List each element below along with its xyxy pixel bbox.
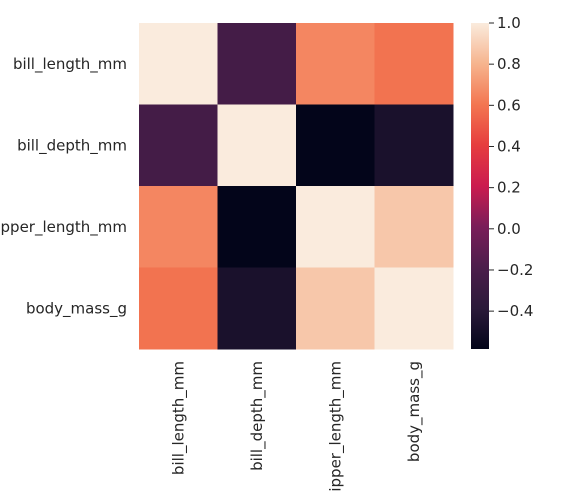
row-label: body_mass_g: [26, 299, 127, 318]
heatmap-cells: [139, 23, 454, 350]
colorbar-tick-label: 0.4: [497, 137, 521, 155]
colorbar-tick-label: −0.2: [497, 261, 533, 279]
row-label: bill_length_mm: [13, 55, 127, 74]
row-label: bill_depth_mm: [17, 136, 127, 155]
heatmap-cell: [217, 186, 297, 268]
colorbar-ticks: 1.0 0.8 0.6 0.4 0.2 0.0 −0.2 −0.4: [489, 14, 533, 320]
heatmap-cell: [374, 186, 454, 268]
row-label: flipper_length_mm: [0, 218, 127, 237]
column-label: bill_length_mm: [169, 361, 188, 475]
heatmap-cell: [217, 267, 297, 350]
heatmap-cell: [374, 267, 454, 350]
column-labels: bill_length_mm bill_depth_mm flipper_lengt…: [169, 361, 424, 491]
heatmap-cell: [296, 186, 375, 268]
heatmap-cell: [217, 23, 297, 105]
colorbar-tick-label: −0.4: [497, 302, 533, 320]
column-label: flipper_length_mm: [326, 361, 345, 491]
heatmap-cell: [139, 186, 218, 268]
colorbar: 1.0 0.8 0.6 0.4 0.2 0.0 −0.2 −0.4: [471, 14, 533, 349]
heatmap-cell: [296, 104, 375, 187]
column-label: body_mass_g: [405, 361, 424, 462]
heatmap-cell: [374, 23, 454, 105]
colorbar-gradient: [471, 23, 489, 349]
colorbar-tick-label: 0.0: [497, 220, 521, 238]
heatmap-cell: [139, 104, 218, 187]
colorbar-tick-label: 0.2: [497, 179, 521, 197]
row-labels: bill_length_mm bill_depth_mm flipper_lengt…: [0, 55, 127, 319]
heatmap-cell: [217, 104, 297, 187]
column-label: bill_depth_mm: [248, 361, 267, 471]
heatmap-cell: [296, 267, 375, 350]
heatmap-cell: [139, 267, 218, 350]
colorbar-tick-label: 0.8: [497, 55, 521, 73]
heatmap-cell: [139, 23, 218, 105]
heatmap-cell: [374, 104, 454, 187]
colorbar-tick-label: 1.0: [497, 14, 521, 32]
colorbar-tick-label: 0.6: [497, 96, 521, 114]
heatmap-cell: [296, 23, 375, 105]
